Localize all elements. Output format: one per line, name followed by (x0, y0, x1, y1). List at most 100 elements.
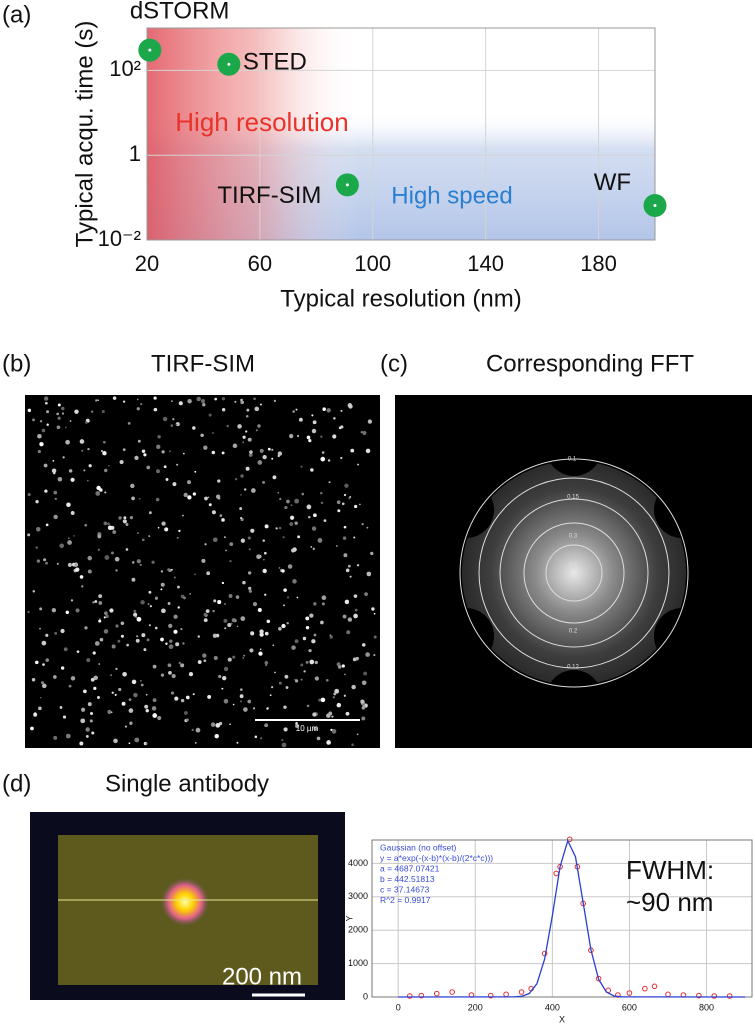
image-dot (182, 642, 185, 645)
image-dot (53, 490, 58, 495)
image-dot (45, 561, 48, 565)
image-dot (259, 632, 264, 637)
image-dot (38, 706, 42, 711)
image-dot (98, 594, 103, 598)
image-dot (86, 479, 89, 482)
ring-label: 0.6 (569, 563, 578, 569)
image-dot (342, 536, 347, 540)
image-dot (321, 602, 325, 606)
fwhm-label: ~90 nm (626, 887, 713, 917)
image-dot (287, 564, 293, 569)
image-dot (296, 434, 300, 438)
image-dot (258, 651, 263, 656)
image-dot (115, 667, 118, 671)
image-dot (136, 559, 141, 564)
image-dot (97, 696, 100, 699)
image-dot (112, 396, 117, 400)
image-dot (263, 558, 265, 561)
image-dot (284, 674, 289, 679)
image-dot (138, 497, 141, 500)
image-dot (120, 634, 124, 638)
image-dot (187, 495, 192, 500)
antibody-spot (161, 878, 209, 926)
image-dot (53, 471, 56, 475)
image-dot (141, 633, 146, 638)
image-dot (314, 660, 318, 665)
x-tick-label: 600 (622, 1002, 637, 1012)
image-dot (245, 466, 250, 471)
image-dot (131, 496, 135, 501)
image-dot (53, 675, 57, 679)
image-dot (235, 595, 240, 599)
y-tick-label: 4000 (348, 858, 368, 868)
image-dot (262, 539, 265, 542)
image-dot (85, 734, 89, 738)
image-dot (125, 548, 129, 551)
image-dot (224, 627, 227, 630)
image-dot (46, 410, 50, 414)
image-dot (123, 516, 127, 520)
image-dot (318, 698, 322, 702)
image-dot (250, 631, 255, 636)
image-dot (221, 581, 225, 585)
image-dot (183, 492, 188, 498)
image-dot (262, 454, 267, 460)
image-dot (214, 733, 219, 739)
image-dot (309, 613, 314, 618)
image-dot (83, 689, 87, 694)
image-dot (57, 416, 61, 420)
image-dot (370, 551, 374, 556)
image-dot (95, 399, 98, 402)
image-dot (373, 654, 376, 657)
image-dot (246, 415, 249, 418)
image-dot (156, 469, 160, 474)
image-dot (227, 657, 232, 662)
image-dot (56, 562, 59, 565)
fit-text: R^2 = 0.9917 (380, 895, 431, 905)
image-dot (65, 439, 70, 445)
image-dot (245, 430, 248, 433)
image-dot (254, 406, 260, 412)
point-center (345, 183, 349, 187)
plot-frame (146, 27, 656, 241)
image-dot (264, 593, 267, 596)
image-dot (252, 601, 258, 607)
image-dot (278, 526, 282, 530)
y-tick-label: 1000 (348, 958, 368, 968)
image-dot (43, 463, 48, 468)
image-dot (94, 641, 100, 646)
image-dot (41, 683, 47, 689)
y-tick-label: 0 (363, 991, 368, 1001)
image-dot (247, 437, 252, 442)
image-dot (139, 563, 142, 567)
image-dot (240, 474, 244, 478)
x-tick-label: 180 (580, 251, 617, 276)
image-dot (361, 680, 367, 686)
x-tick-label: 100 (354, 251, 391, 276)
chart-d: 0 200 400 600 800 0 1000 2000 3000 4000 X Y Gaussian… (344, 836, 753, 1024)
point-center (227, 62, 231, 66)
image-dot (172, 418, 175, 421)
image-dot (371, 607, 375, 611)
panel-label: (a) (2, 1, 31, 28)
image-dot (115, 569, 118, 572)
image-dot (264, 661, 269, 665)
image-dot (39, 442, 44, 447)
image-dot (321, 451, 325, 454)
image-dot (259, 629, 264, 634)
image-dot (364, 592, 368, 597)
point (487, 992, 494, 999)
image-dot (160, 570, 164, 573)
image-dot (51, 468, 57, 474)
image-dot (213, 656, 218, 661)
image-dot (272, 644, 275, 647)
image-dot (107, 709, 112, 714)
image-dot (91, 731, 95, 735)
image-dot (361, 716, 366, 721)
fft-rings (459, 458, 689, 688)
image-dot (136, 398, 139, 401)
image-dot (128, 742, 131, 745)
image-dot (231, 618, 236, 623)
image-dot (310, 468, 314, 472)
image-dot (194, 741, 197, 744)
